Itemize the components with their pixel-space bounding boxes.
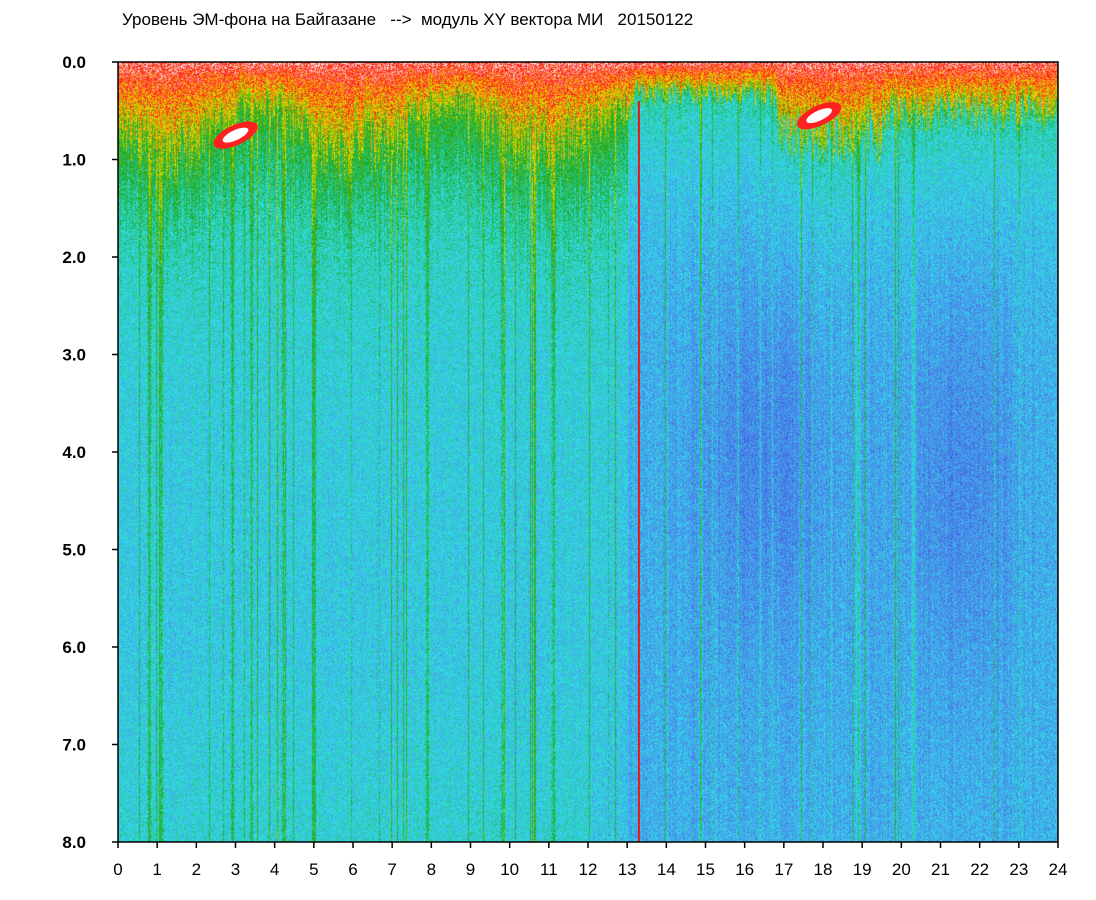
x-tick-label-1: 1 xyxy=(152,860,161,879)
x-tick-label-22: 22 xyxy=(970,860,989,879)
x-tick-label-15: 15 xyxy=(696,860,715,879)
x-tick-label-24: 24 xyxy=(1049,860,1068,879)
x-tick-label-10: 10 xyxy=(500,860,519,879)
x-tick-label-16: 16 xyxy=(735,860,754,879)
y-tick-label-7: 7.0 xyxy=(62,736,86,755)
y-tick-label-5: 5.0 xyxy=(62,541,86,560)
x-tick-label-8: 8 xyxy=(427,860,436,879)
x-tick-label-5: 5 xyxy=(309,860,318,879)
heatmap-raster xyxy=(118,62,1058,842)
x-tick-label-21: 21 xyxy=(931,860,950,879)
y-tick-label-4: 4.0 xyxy=(62,443,86,462)
x-tick-label-23: 23 xyxy=(1009,860,1028,879)
x-tick-label-6: 6 xyxy=(348,860,357,879)
x-tick-label-18: 18 xyxy=(814,860,833,879)
x-tick-label-7: 7 xyxy=(387,860,396,879)
x-tick-label-11: 11 xyxy=(540,860,558,879)
x-tick-label-19: 19 xyxy=(853,860,872,879)
y-tick-label-8: 8.0 xyxy=(62,833,86,852)
x-tick-label-20: 20 xyxy=(892,860,911,879)
y-axis: 0.0 1.0 2.0 3.0 4.0 5.0 6.0 7.0 8.0 xyxy=(62,53,118,852)
plot-overlay xyxy=(213,101,842,842)
y-tick-label-3: 3.0 xyxy=(62,346,86,365)
x-tick-label-2: 2 xyxy=(192,860,201,879)
x-tick-label-13: 13 xyxy=(618,860,637,879)
chart-title: Уровень ЭМ-фона на Байгазане --> модуль … xyxy=(122,10,694,29)
y-tick-label-6: 6.0 xyxy=(62,638,86,657)
x-tick-label-12: 12 xyxy=(579,860,598,879)
y-tick-label-1: 1.0 xyxy=(62,151,86,170)
hot-spot-0 xyxy=(213,121,258,149)
y-tick-label-0: 0.0 xyxy=(62,53,86,72)
x-tick-label-0: 0 xyxy=(113,860,122,879)
x-tick-label-17: 17 xyxy=(774,860,793,879)
x-tick-label-14: 14 xyxy=(657,860,676,879)
x-tick-label-3: 3 xyxy=(231,860,240,879)
x-tick-label-4: 4 xyxy=(270,860,279,879)
hot-spot-1 xyxy=(796,102,842,130)
x-axis: 0 1 2 3 4 5 6 7 8 9 10 11 12 13 14 15 16 17 18 19 20 21 22 23 24 xyxy=(113,842,1067,879)
x-tick-label-9: 9 xyxy=(466,860,475,879)
plot-area xyxy=(118,62,1058,842)
y-tick-label-2: 2.0 xyxy=(62,248,86,267)
